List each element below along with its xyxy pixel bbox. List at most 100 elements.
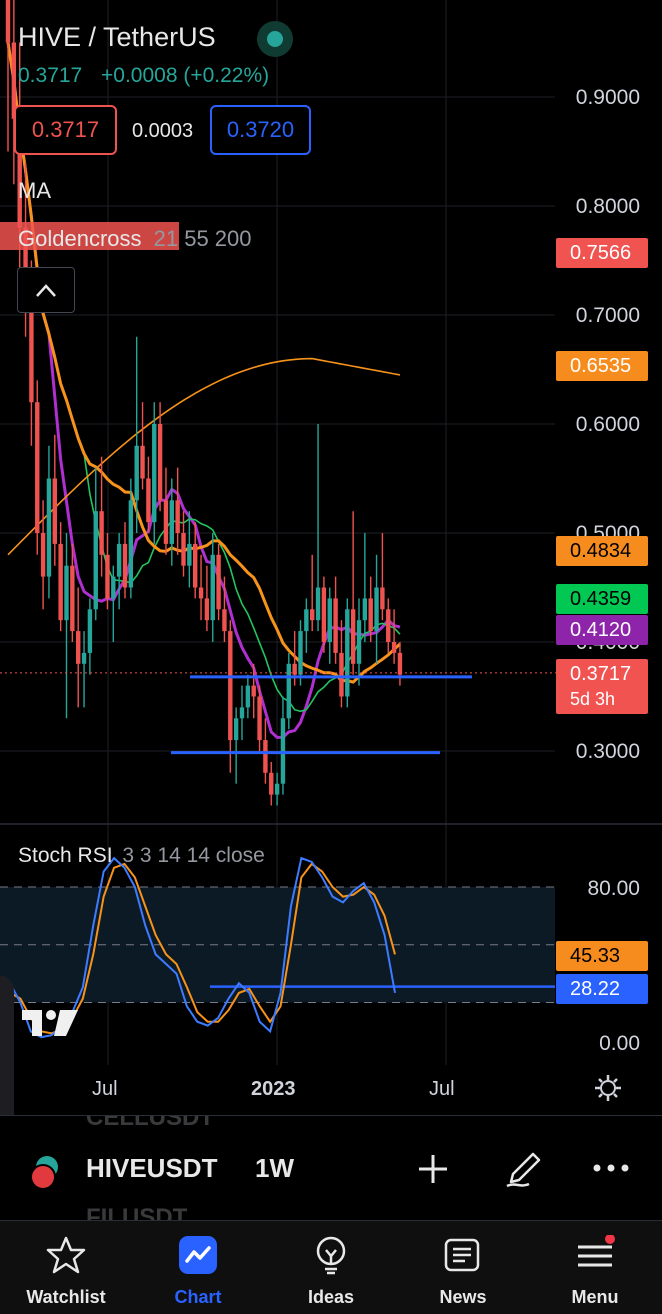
stoch-tick-0: 0.00 (599, 1032, 640, 1055)
candle-body-48 (286, 663, 291, 719)
candle-body-21 (128, 500, 134, 588)
candle-31 (187, 511, 192, 588)
symbol-bar[interactable]: CELLUSDT HIVEUSDT 1W FILUSDT (0, 1115, 662, 1221)
nav-chart-label: Chart (174, 1287, 222, 1307)
candle-body-62 (368, 598, 373, 632)
candle-36 (216, 543, 221, 621)
nav-menu-label: Menu (571, 1287, 619, 1307)
candle-28 (169, 478, 174, 566)
candle-54 (321, 576, 327, 653)
candle-body-14 (87, 609, 93, 653)
candle-body-28 (169, 500, 174, 544)
candle-body-33 (198, 587, 204, 599)
candle-29 (175, 467, 180, 555)
stoch-rsi-label[interactable]: Stoch RSI 3 3 14 14 close (18, 844, 265, 868)
candle-body-24 (146, 478, 151, 523)
candle-8 (52, 434, 57, 566)
buy-button[interactable]: 0.3720 (210, 105, 311, 155)
candle-body-52 (310, 609, 315, 621)
nav-watchlist[interactable]: Watchlist (11, 1221, 121, 1314)
nav-news[interactable]: News (408, 1221, 518, 1314)
candle-33 (198, 554, 204, 621)
candle-17 (105, 533, 110, 610)
nav-chart[interactable]: Chart (143, 1221, 253, 1314)
support-lines[interactable] (171, 675, 472, 755)
stoch-rsi-params: 3 3 14 14 close (122, 844, 265, 867)
candle-body-36 (216, 554, 221, 610)
candle-9 (58, 522, 63, 632)
symbol-title[interactable]: HIVE / TetherUS (18, 22, 216, 52)
time-label-jul-2: Jul (429, 1078, 455, 1100)
candle-body-42 (251, 685, 256, 697)
candle-body-57 (339, 652, 344, 697)
tag-ma-orange: 0.6535 (556, 351, 648, 381)
goldencross-label[interactable]: Goldencross 21 55 200 (18, 226, 252, 252)
candle-body-43 (257, 696, 262, 741)
candle-26 (157, 402, 163, 512)
chart-settings-gear-icon[interactable] (593, 1073, 623, 1103)
hamburger-icon (578, 1235, 615, 1267)
status-dot-icon (267, 31, 283, 47)
candle-14 (87, 598, 93, 675)
candle-41 (245, 674, 251, 719)
candle-60 (356, 598, 362, 686)
prev-symbol[interactable]: CELLUSDT (86, 1115, 214, 1131)
candle-20 (122, 522, 128, 599)
drawing-pen-icon[interactable] (503, 1148, 545, 1190)
collapse-indicators-button[interactable] (17, 267, 75, 313)
tag-ma200: 0.7566 (556, 238, 648, 268)
candle-23 (140, 402, 145, 490)
candle-body-64 (380, 587, 385, 610)
candle-body-60 (356, 620, 362, 664)
candle-body-32 (193, 543, 198, 588)
price-chart[interactable] (0, 0, 662, 1115)
candle-body-49 (292, 663, 297, 675)
candle-65 (386, 598, 391, 653)
stoch-tick-80: 80.00 (587, 877, 640, 900)
candle-body-17 (105, 554, 110, 599)
bottom-navigation: Watchlist Chart Ideas News (0, 1220, 662, 1314)
candle-body-10 (64, 565, 69, 621)
market-open-dot (257, 21, 293, 57)
candle-body-15 (93, 511, 98, 610)
tradingview-logo-icon (22, 1010, 78, 1036)
nav-menu[interactable]: Menu (540, 1221, 650, 1314)
more-options-icon[interactable] (592, 1162, 630, 1174)
candle-body-35 (210, 554, 215, 621)
sell-button[interactable]: 0.3717 (14, 105, 117, 155)
candle-body-13 (81, 652, 87, 664)
candle-42 (251, 663, 256, 719)
candle-body-66 (391, 642, 397, 653)
add-plus-icon[interactable] (416, 1152, 450, 1186)
goldencross-name: Goldencross (18, 226, 142, 251)
candle-body-63 (374, 587, 379, 632)
price-tick-0: 0.9000 (575, 86, 640, 109)
bar-countdown: 5d 3h (570, 689, 616, 709)
symbol-name[interactable]: HIVEUSDT (86, 1153, 218, 1183)
time-label-2023: 2023 (251, 1078, 296, 1100)
candle-12 (76, 587, 81, 708)
candle-35 (210, 533, 215, 642)
candle-47 (280, 696, 286, 795)
price-tick-1: 0.8000 (575, 195, 640, 218)
interval-selector[interactable]: 1W (255, 1153, 294, 1183)
ma-indicator-label[interactable]: MA (18, 178, 51, 203)
candle-64 (380, 533, 385, 621)
candle-38 (228, 620, 233, 773)
candle-body-47 (280, 718, 286, 784)
candle-1 (11, 0, 17, 185)
candle-57 (339, 620, 344, 708)
candle-body-65 (386, 609, 391, 642)
candle-body-0 (5, 0, 11, 43)
candle-body-12 (76, 631, 81, 664)
candle-body-37 (222, 609, 227, 632)
candle-body-67 (397, 652, 403, 675)
next-symbol[interactable]: FILUSDT (86, 1204, 188, 1221)
goldencross-highlight (0, 222, 179, 250)
candle-body-39 (233, 718, 239, 741)
candle-body-23 (140, 445, 145, 479)
nav-ideas[interactable]: Ideas (276, 1221, 386, 1314)
candle-body-20 (122, 543, 128, 588)
candle-61 (362, 533, 368, 642)
candle-body-31 (187, 543, 192, 566)
